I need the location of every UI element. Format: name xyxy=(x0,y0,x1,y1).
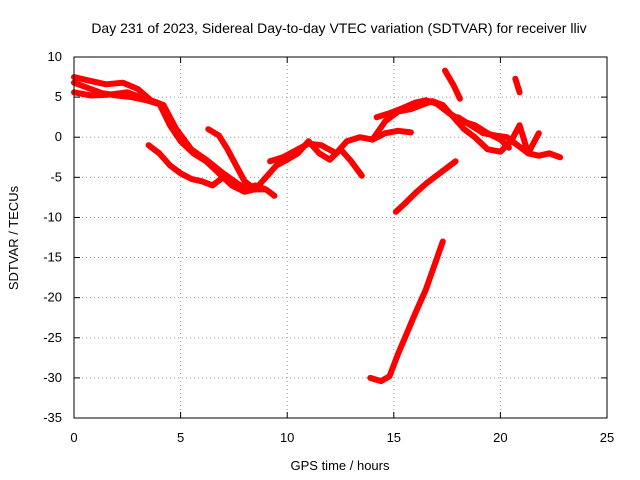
y-tick-label: -5 xyxy=(50,169,62,184)
axis-layer: 0 5 10 15 20 25 -35 -30 -25 -20 -15 -10 -5 0 5 10 xyxy=(43,49,614,445)
series-line-12 xyxy=(392,158,459,215)
series-layer xyxy=(71,67,564,385)
series-line-11 xyxy=(512,75,523,96)
chart-title: Day 231 of 2023, Sidereal Day-to-day VTE… xyxy=(91,20,586,36)
y-tick-label: -20 xyxy=(43,290,62,305)
x-tick-label: 25 xyxy=(600,430,614,445)
y-tick-label: 0 xyxy=(55,129,62,144)
y-tick-label: -35 xyxy=(43,410,62,425)
x-axis-label: GPS time / hours xyxy=(291,458,390,473)
y-tick-label: -15 xyxy=(43,250,62,265)
series-line-3 xyxy=(71,79,161,107)
series-line-6 xyxy=(267,127,414,165)
series-line-10 xyxy=(454,114,542,157)
x-tick-label: 15 xyxy=(387,430,401,445)
y-tick-label: -25 xyxy=(43,330,62,345)
y-tick-label: -10 xyxy=(43,209,62,224)
x-tick-label: 20 xyxy=(493,430,507,445)
y-tick-label: -30 xyxy=(43,370,62,385)
series-line-9 xyxy=(442,67,463,102)
plot-frame xyxy=(73,56,608,419)
x-tick-label: 5 xyxy=(177,430,184,445)
y-axis-label: SDTVAR / TECUs xyxy=(6,185,21,290)
y-tick-label: 5 xyxy=(55,89,62,104)
y-tick-label: 10 xyxy=(48,49,62,64)
series-line-1 xyxy=(71,74,267,193)
series-line-13 xyxy=(367,238,446,385)
x-tick-label: 10 xyxy=(280,430,294,445)
x-tick-label: 0 xyxy=(70,430,77,445)
